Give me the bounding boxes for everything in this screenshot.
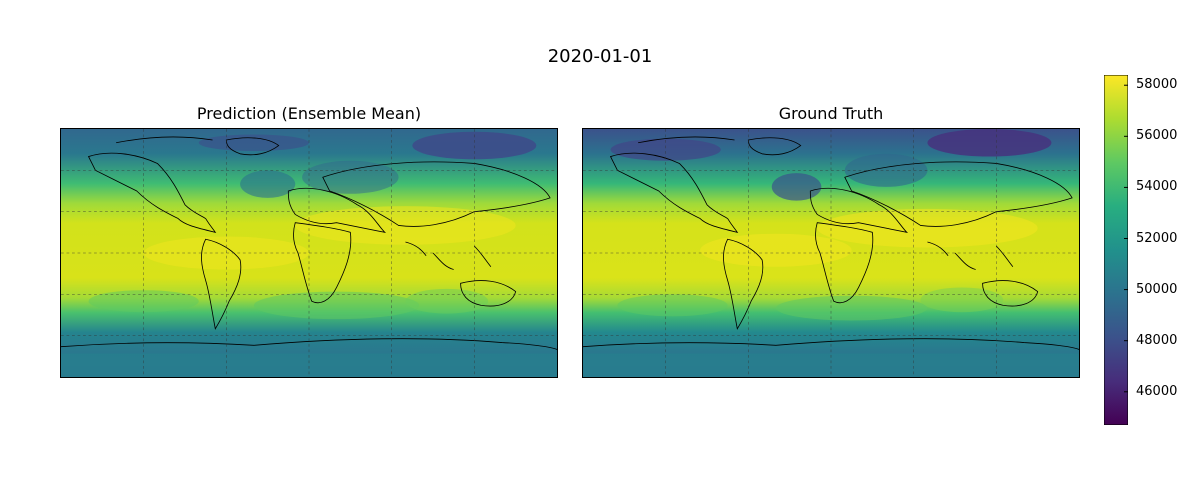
graticule (61, 129, 557, 377)
colorbar-tick-label: 48000 (1136, 332, 1178, 348)
colorbar-tick-label: 50000 (1136, 281, 1178, 297)
colorbar-tick-label: 58000 (1136, 77, 1178, 93)
figure-title: 2020-01-01 (547, 46, 653, 67)
map-prediction (60, 128, 558, 378)
panel-title-ground-truth: Ground Truth (778, 104, 884, 123)
graticule (583, 129, 1079, 377)
coastlines (583, 136, 1079, 350)
colorbar-tick-label: 54000 (1136, 179, 1178, 195)
prediction-field (61, 129, 557, 377)
colorbar-tick-label: 56000 (1136, 128, 1178, 144)
coastlines (61, 136, 557, 350)
colorbar-tick-label: 52000 (1136, 230, 1178, 246)
colorbar-tick-label: 46000 (1136, 383, 1178, 399)
panel-title-prediction: Prediction (Ensemble Mean) (196, 104, 422, 123)
ground-truth-field (583, 129, 1079, 377)
colorbar (1104, 75, 1128, 425)
map-ground-truth (582, 128, 1080, 378)
